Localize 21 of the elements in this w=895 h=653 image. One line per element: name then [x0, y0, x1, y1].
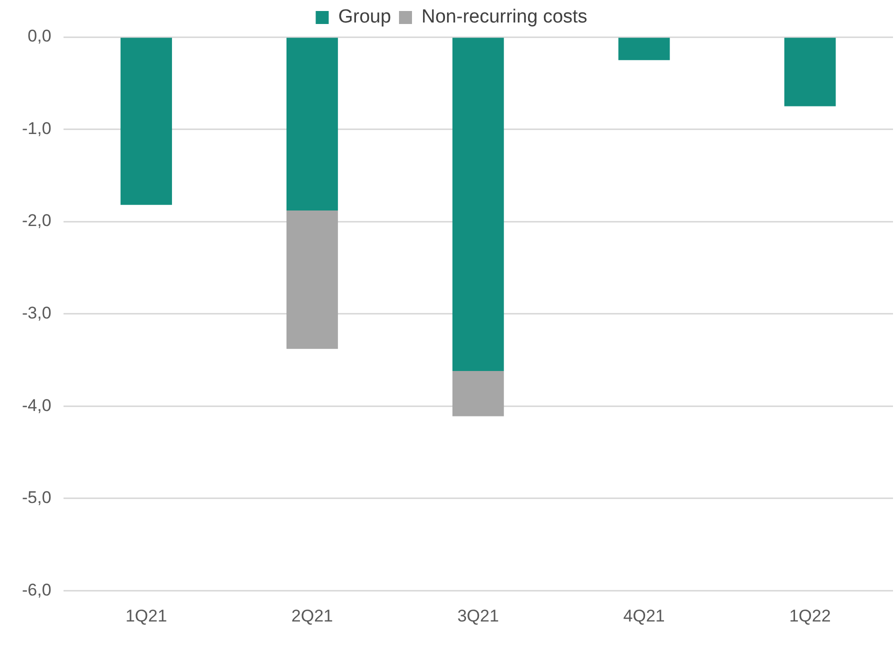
x-tick-label: 2Q21 — [291, 606, 333, 626]
y-tick-label: -4,0 — [22, 396, 52, 415]
bar — [784, 38, 836, 106]
x-tick-label: 3Q21 — [457, 606, 499, 626]
x-tick-label: 1Q21 — [125, 606, 168, 626]
y-tick-label: -6,0 — [22, 580, 52, 600]
legend-label: Non-recurring costs — [422, 6, 588, 28]
y-tick-label: -3,0 — [22, 303, 52, 322]
y-tick-label: -1,0 — [22, 118, 52, 138]
bar — [120, 38, 172, 205]
bar — [286, 210, 338, 349]
y-tick-label: 0,0 — [28, 26, 52, 46]
x-tick-label: 1Q22 — [789, 606, 831, 626]
y-tick-label: -5,0 — [22, 488, 52, 508]
bar — [618, 38, 670, 60]
bar — [452, 38, 504, 372]
y-tick-label: -2,0 — [22, 211, 52, 230]
bar — [452, 371, 504, 416]
bar — [286, 38, 338, 210]
x-tick-label: 4Q21 — [623, 606, 665, 626]
legend-label: Group — [338, 6, 392, 28]
